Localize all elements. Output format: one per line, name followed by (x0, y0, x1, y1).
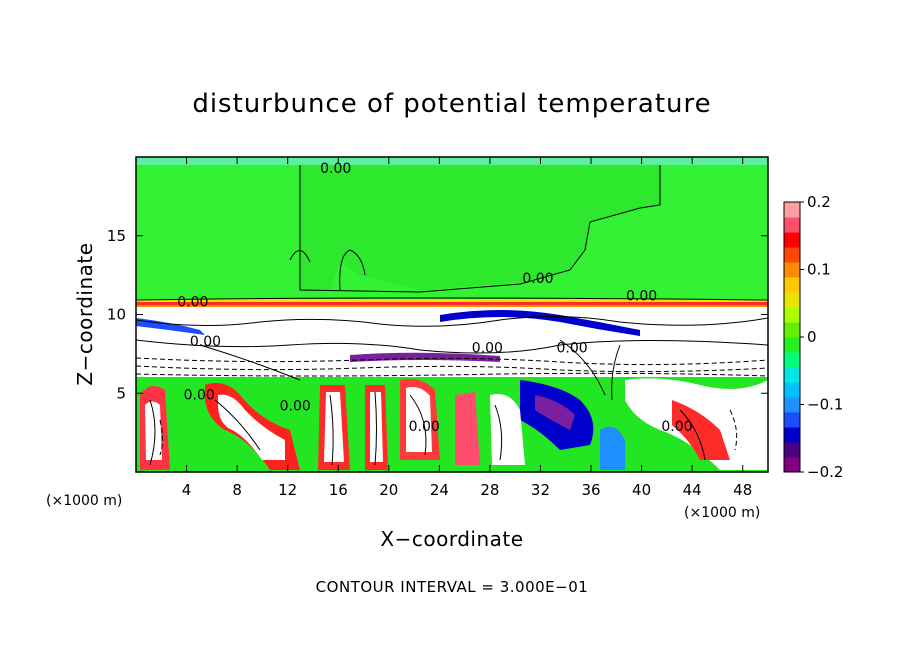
dashed-contours (136, 357, 768, 456)
x-tick-label: 16 (329, 481, 348, 499)
colorbar-swatch (784, 262, 800, 278)
colorbar-swatch (784, 322, 800, 338)
contour-label: 0.00 (409, 419, 440, 435)
colorbar-swatch (784, 292, 800, 308)
red-patch-right (672, 400, 730, 460)
y-tick-label: 5 (116, 384, 126, 402)
tropopause-orange-band (136, 305, 768, 307)
plume-6 (455, 392, 480, 465)
x-tick-label: 28 (480, 481, 499, 499)
contour-label: 0.00 (472, 340, 503, 356)
colorbar-swatch (784, 217, 800, 233)
blue-patch-right (600, 426, 625, 470)
x-tick-label: 20 (379, 481, 398, 499)
colorbar-swatch (784, 247, 800, 263)
blue-band-mid (440, 310, 640, 336)
contour-label: 0.00 (190, 334, 221, 350)
colorbar-swatch (784, 352, 800, 368)
plume-1-core (145, 401, 162, 460)
colorbar-swatch (784, 442, 800, 458)
x-tick-label: 48 (733, 481, 752, 499)
x-axis-title: X−coordinate (380, 527, 523, 551)
colorbar-swatch (784, 232, 800, 248)
x-tick-label: 40 (632, 481, 651, 499)
contour-label: 0.00 (522, 271, 553, 287)
y-tick-label: 10 (107, 306, 126, 324)
upper-region-fill (300, 165, 660, 290)
colorbar-tick-label: 0.2 (807, 193, 831, 211)
x-unit-label: (×1000 m) (684, 505, 760, 521)
x-tick-label: 32 (531, 481, 550, 499)
colorbar-swatch (784, 337, 800, 353)
colorbar-tick-label: −0.2 (807, 463, 843, 481)
contour-label: 0.00 (184, 388, 215, 404)
colorbar-swatch (784, 202, 800, 218)
colorbar-tick-label: 0 (807, 328, 817, 346)
colorbar-swatch (784, 457, 800, 473)
y-tick-label: 15 (107, 227, 126, 245)
contour-label: 0.00 (177, 295, 208, 311)
purple-band (350, 352, 500, 362)
chart-title: disturbunce of potential temperature (192, 89, 711, 119)
colorbar-swatch (784, 277, 800, 293)
colorbar-swatch (784, 427, 800, 443)
contour-labels: 0.00 0.00 0.00 0.00 0.00 0.00 0.00 0.00 0.00 0.00… (177, 161, 692, 435)
colorbar-swatch (784, 307, 800, 323)
tropopause-red-band (136, 302, 768, 305)
contour-lines (136, 165, 768, 466)
tropopause-yellow-band (136, 299, 768, 302)
plume-3-core (324, 392, 344, 462)
colorbar: 0.2 0.1 0 −0.1 −0.2 (783, 193, 843, 481)
colorbar-swatch (784, 367, 800, 383)
y-unit-label: (×1000 m) (46, 493, 122, 509)
x-axis-ticks: 4 8 12 16 20 24 28 32 36 40 44 48 (182, 157, 752, 499)
contour-interval-note: CONTOUR INTERVAL = 3.000E−01 (316, 578, 589, 596)
white-patch-low (490, 394, 525, 465)
top-cyan-strip (136, 157, 768, 165)
plume-2-core (218, 394, 285, 460)
x-tick-label: 8 (232, 481, 242, 499)
colorbar-tick-label: 0.1 (807, 261, 831, 279)
contour-label: 0.00 (661, 419, 692, 435)
colorbar-swatch (784, 382, 800, 398)
x-tick-label: 12 (278, 481, 297, 499)
y-axis-title: Z−coordinate (73, 242, 97, 385)
colorbar-swatch (784, 397, 800, 413)
plot-area (136, 157, 768, 472)
x-tick-label: 24 (430, 481, 449, 499)
contour-label: 0.00 (556, 340, 587, 356)
x-tick-label: 36 (581, 481, 600, 499)
x-tick-label: 44 (683, 481, 702, 499)
x-tick-label: 4 (182, 481, 192, 499)
colorbar-swatch (784, 412, 800, 428)
contour-label: 0.00 (626, 288, 657, 304)
contour-label: 0.00 (280, 399, 311, 415)
colorbar-tick-label: −0.1 (807, 396, 843, 414)
y-axis-ticks: 5 10 15 (107, 227, 768, 402)
contour-label: 0.00 (320, 161, 351, 177)
mid-color-patches (136, 326, 330, 371)
purple-patch-1 (535, 395, 575, 430)
